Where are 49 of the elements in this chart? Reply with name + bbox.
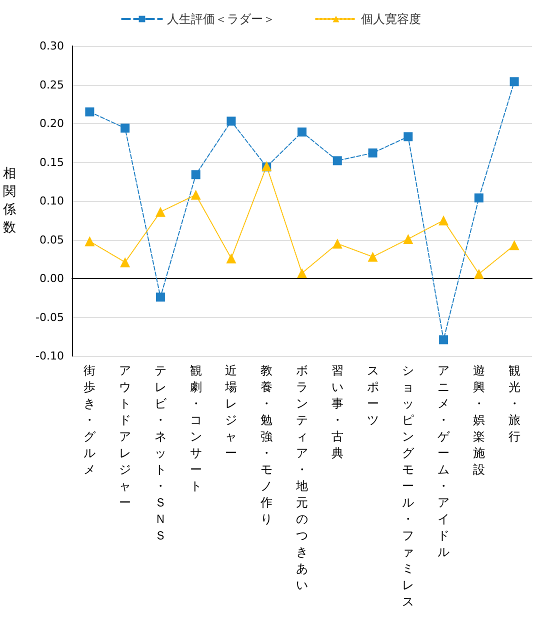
category-label: ショッピングモール・ファミレス [402,363,414,608]
point [120,257,130,268]
point [332,156,342,166]
point [226,253,236,264]
category-label: ボランティア・地元のつきあい [296,363,308,592]
y-tick-label: 0.20 [40,117,64,130]
category-label: 教養・勉強・モノ作り [260,363,273,526]
point [332,238,342,249]
category-label: アウトドアレジャー [119,363,132,510]
y-axis-title: 相関係数 [2,166,16,236]
x-tick-label: 近場レジャー [224,363,238,460]
x-tick-label: 観光・旅行 [508,363,520,444]
point [155,206,166,217]
y-tick-label: 0.25 [40,78,64,92]
point [509,240,520,250]
point [120,124,130,133]
x-tick-label: 観劇・コンサート [190,363,202,493]
point [474,193,484,202]
point [474,268,484,279]
point [438,215,449,226]
point [85,107,94,116]
point [190,190,201,200]
point [404,132,413,142]
x-tick-label: 遊興・娯楽施設 [472,363,485,476]
point [191,170,200,180]
point [84,236,95,246]
point [156,292,165,302]
point [226,116,236,126]
category-label: テレビ・ネット・ＳＮＳ [154,363,166,542]
point [368,252,378,262]
point [298,128,306,137]
point [368,148,378,158]
x-tick-label: 街歩き・グルメ [84,363,97,476]
y-tick-label: 0.05 [40,233,64,246]
y-tick-label: 0.10 [40,194,64,208]
x-tick-label: スポーツ [366,363,379,427]
y-tick-label: -0.05 [36,310,64,324]
legend-label: 人生評価＜ラダー＞ [167,12,275,26]
point [403,234,414,244]
point [439,335,448,344]
y-tick-label: -0.10 [36,350,64,362]
y-tick-label: 0.00 [40,272,64,285]
y-tick-label: 0.15 [40,156,64,169]
x-tick-label: 習い事・古典 [331,363,344,460]
legend-label: 個人寛容度 [361,12,421,26]
point [297,268,307,278]
y-tick-label: 0.30 [40,40,64,52]
point [510,77,519,86]
category-label: アニメ・ゲーム・アイドル [438,363,450,559]
